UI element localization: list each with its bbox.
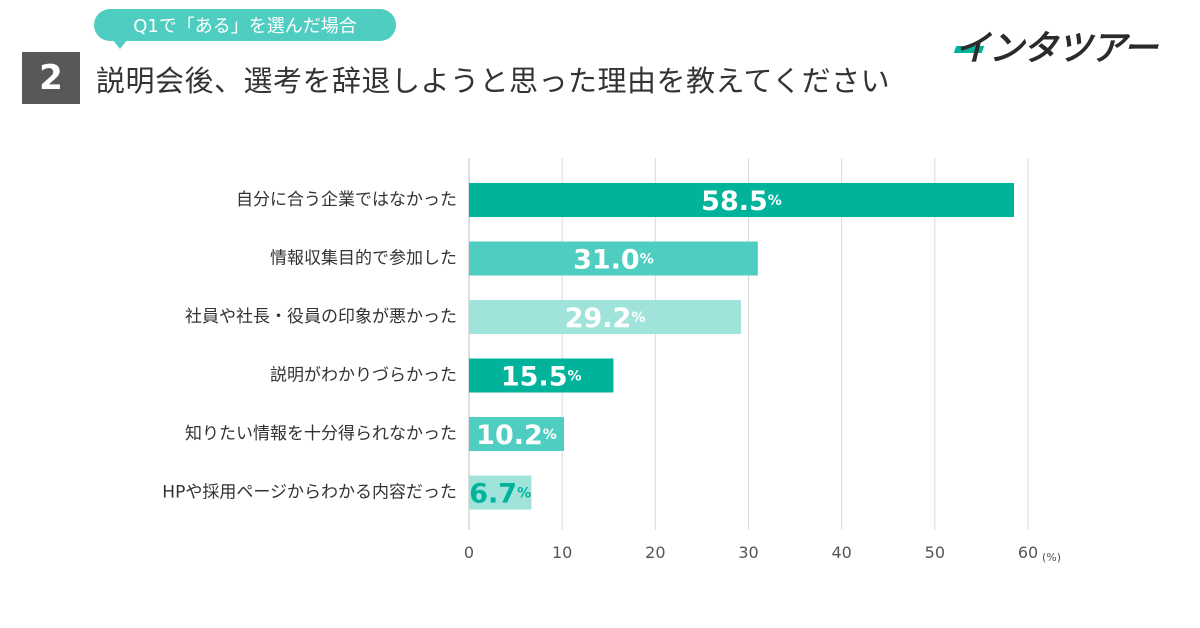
brand-logo: インタツアー <box>953 20 1177 69</box>
page-title: 説明会後、選考を辞退しようと思った理由を教えてください <box>96 64 891 98</box>
x-tick-label: 40 <box>831 543 851 562</box>
x-tick-label: 20 <box>645 543 665 562</box>
bar <box>469 475 532 510</box>
bar <box>469 358 614 393</box>
question-number: 2 <box>39 58 63 98</box>
category-label: 情報収集目的で参加した <box>270 249 457 269</box>
x-tick-label: 50 <box>925 543 945 562</box>
category-label: 社員や社長・役員の印象が悪かった <box>185 307 457 327</box>
category-label: 説明がわかりづらかった <box>270 366 457 386</box>
bar <box>469 417 565 451</box>
x-tick-label: 10 <box>552 543 572 562</box>
value-label: 6.7% <box>469 478 531 509</box>
bar <box>469 241 758 276</box>
category-label: HPや採用ページからわかる内容だった <box>162 483 457 503</box>
question-number-badge: 2 <box>22 52 80 104</box>
bar <box>469 300 742 334</box>
bar <box>469 183 1015 217</box>
category-label: 自分に合う企業ではなかった <box>236 190 457 210</box>
category-label: 知りたい情報を十分得られなかった <box>185 424 457 444</box>
x-unit-label: (%) <box>1042 551 1061 564</box>
value-label: 10.2% <box>476 420 557 451</box>
logo-text: インタツアー <box>955 29 1158 69</box>
condition-badge: Q1で「ある」を選んだ場合 <box>94 9 396 41</box>
x-tick-label: 60 <box>1018 543 1038 562</box>
value-label: 58.5% <box>701 186 782 217</box>
value-label: 31.0% <box>573 244 654 275</box>
x-tick-label: 30 <box>738 543 758 562</box>
value-label: 15.5% <box>501 361 582 392</box>
value-label: 29.2% <box>565 303 646 334</box>
condition-badge-tail <box>113 40 127 49</box>
x-tick-label: 0 <box>464 543 474 562</box>
